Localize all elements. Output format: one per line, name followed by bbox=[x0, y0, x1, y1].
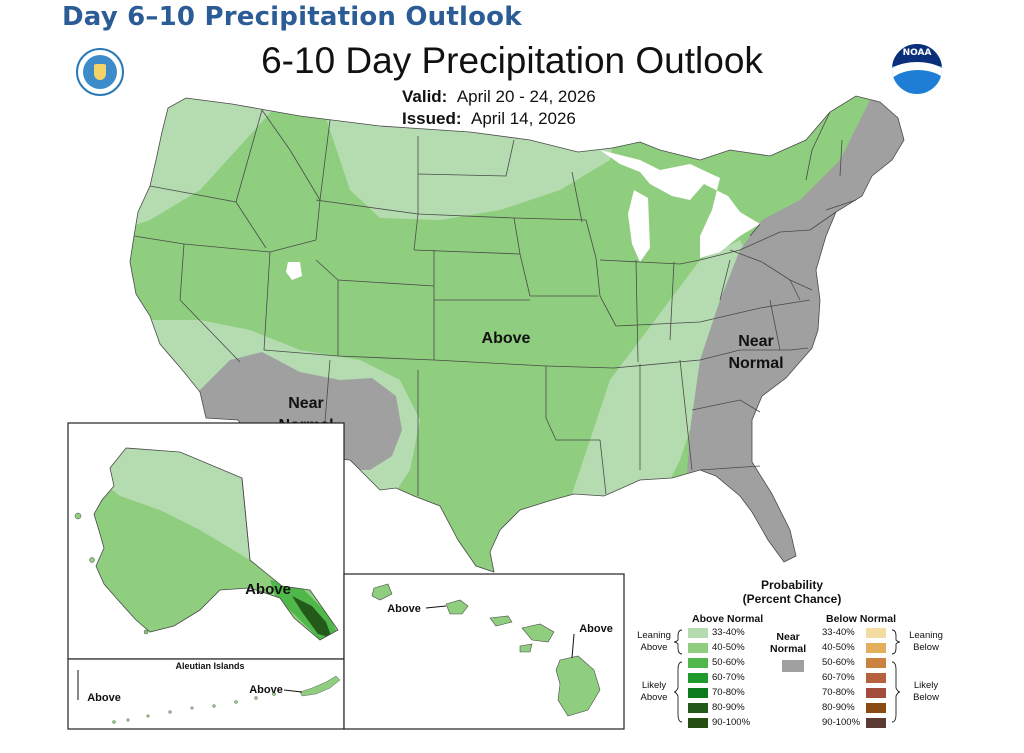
alaska-outline bbox=[93, 447, 339, 641]
map-title: 6-10 Day Precipitation Outlook bbox=[261, 40, 763, 81]
issued-label: Issued: bbox=[402, 109, 462, 128]
above-label: Above bbox=[482, 330, 531, 347]
below-normal-swatch-label: 40-50% bbox=[822, 642, 855, 653]
above-normal-swatch bbox=[688, 703, 708, 713]
below-normal-swatch bbox=[866, 673, 886, 683]
above-normal-swatch-label: 33-40% bbox=[712, 627, 745, 638]
above-normal-swatch-label: 60-70% bbox=[712, 672, 745, 683]
aleutian-islands bbox=[112, 675, 341, 724]
above-normal-swatch bbox=[688, 658, 708, 668]
above-normal-swatch-label: 90-100% bbox=[712, 717, 751, 728]
state-borders bbox=[129, 95, 905, 573]
above-normal-swatch bbox=[688, 643, 708, 653]
aleutian-right-pointer bbox=[283, 689, 303, 693]
below-normal-swatch-label: 90-100% bbox=[822, 717, 861, 728]
alaska-panhandle-high bbox=[292, 596, 332, 638]
valid-value: April 20 - 24, 2026 bbox=[456, 87, 596, 106]
below-normal-swatch bbox=[866, 658, 886, 668]
legend-brackets bbox=[673, 629, 901, 723]
above-normal-swatch-label: 50-60% bbox=[712, 657, 745, 668]
hawaii-left-label: Above bbox=[387, 603, 421, 615]
probability-legend: Probability (Percent Chance) Above Norma… bbox=[632, 578, 962, 728]
aleutian-right-label: Above bbox=[249, 684, 283, 696]
alaska-above-label: Above bbox=[245, 581, 291, 598]
hawaii-left-pointer bbox=[425, 605, 447, 609]
below-normal-swatch bbox=[866, 718, 886, 728]
above-normal-header: Above Normal bbox=[692, 613, 764, 625]
near-normal-east-label-1: Near bbox=[738, 333, 774, 350]
valid-label: Valid: bbox=[402, 87, 448, 106]
alaska-leaning-above bbox=[100, 448, 250, 560]
southeast-leaning-above bbox=[570, 240, 760, 500]
hawaii-right-label: Above bbox=[579, 623, 613, 635]
great-salt-lake bbox=[286, 262, 302, 280]
above-normal-swatch bbox=[688, 718, 708, 728]
near-normal-east-label-2: Normal bbox=[728, 355, 783, 372]
above-normal-swatch-label: 70-80% bbox=[712, 687, 745, 698]
above-normal-swatch-label: 40-50% bbox=[712, 642, 745, 653]
below-normal-swatch-label: 70-80% bbox=[822, 687, 855, 698]
aleutian-inset bbox=[67, 658, 345, 730]
above-normal-swatch bbox=[688, 628, 708, 638]
leaning-above-label: Leaning Above bbox=[637, 630, 671, 653]
noaa-logo-icon: NOAA bbox=[892, 44, 942, 94]
below-normal-swatch bbox=[866, 643, 886, 653]
below-normal-header: Below Normal bbox=[826, 613, 897, 625]
near-normal-legend-label: Near Normal bbox=[770, 631, 807, 655]
aleutian-left-label: Above bbox=[87, 692, 121, 704]
page-heading: Day 6–10 Precipitation Outlook bbox=[62, 2, 522, 32]
date-block: Valid: April 20 - 24, 2026 Issued: April… bbox=[402, 86, 596, 130]
below-normal-swatch-label: 33-40% bbox=[822, 627, 855, 638]
above-normal-swatch bbox=[688, 673, 708, 683]
hawaii-right-pointer bbox=[571, 633, 575, 659]
near-normal-swatch bbox=[782, 660, 804, 672]
below-normal-swatch-label: 60-70% bbox=[822, 672, 855, 683]
hawaiian-islands bbox=[371, 583, 601, 717]
issued-value: April 14, 2026 bbox=[470, 109, 576, 128]
below-normal-swatch-label: 50-60% bbox=[822, 657, 855, 668]
likely-above-label: Likely Above bbox=[640, 680, 668, 703]
above-normal-swatch bbox=[688, 688, 708, 698]
legend-title: Probability (Percent Chance) bbox=[742, 578, 842, 606]
above-normal-swatch-label: 80-90% bbox=[712, 702, 745, 713]
aleutian-title: Aleutian Islands bbox=[175, 661, 244, 671]
likely-below-label: Likely Below bbox=[913, 680, 939, 703]
lake-michigan bbox=[628, 190, 650, 262]
leaning-below-label: Leaning Below bbox=[909, 630, 943, 653]
great-lakes bbox=[600, 150, 760, 258]
below-normal-swatch bbox=[866, 628, 886, 638]
below-normal-swatch bbox=[866, 688, 886, 698]
below-normal-swatch bbox=[866, 703, 886, 713]
near-normal-west-label-1: Near bbox=[288, 395, 324, 412]
commerce-seal-icon bbox=[76, 48, 124, 96]
below-normal-swatch-label: 80-90% bbox=[822, 702, 855, 713]
